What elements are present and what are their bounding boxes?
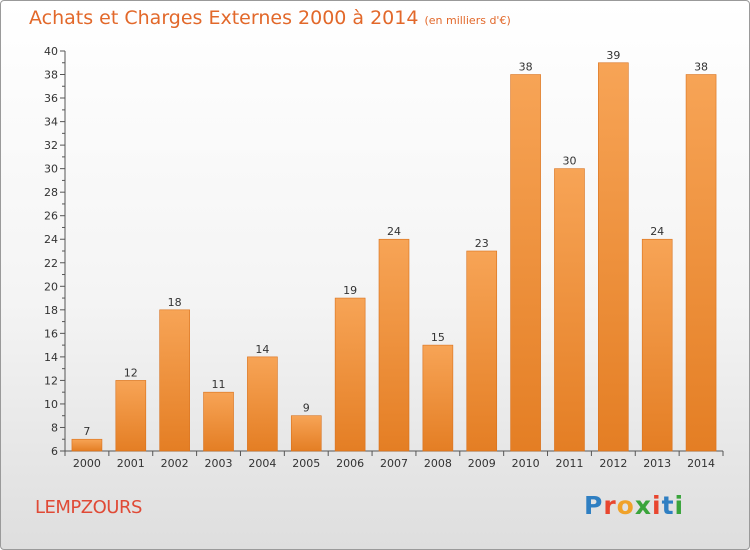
bar-value-label: 19 — [343, 284, 357, 297]
x-tick-label: 2008 — [424, 457, 452, 470]
y-tick-label: 20 — [44, 280, 58, 293]
x-tick-label: 2001 — [117, 457, 145, 470]
bar-value-label: 38 — [694, 61, 708, 74]
bar-value-label: 38 — [519, 61, 533, 74]
bar-value-label: 24 — [387, 225, 401, 238]
y-tick-label: 12 — [44, 374, 58, 387]
x-tick-label: 2002 — [161, 457, 189, 470]
bar-2010 — [510, 74, 541, 452]
logo-letter: i — [652, 491, 662, 520]
chart-title: Achats et Charges Externes 2000 à 2014 (e… — [29, 7, 511, 29]
bar-2014 — [685, 74, 717, 452]
bar-2004 — [247, 356, 278, 452]
y-tick-label: 14 — [44, 351, 58, 364]
x-tick-label: 2004 — [248, 457, 276, 470]
bar-2003 — [203, 391, 234, 452]
bar-value-label: 9 — [303, 402, 310, 415]
bar-2005 — [290, 415, 322, 452]
logo-letter: r — [603, 491, 617, 520]
commune-name: LEMPZOURS — [35, 497, 142, 518]
x-tick-label: 2009 — [468, 457, 496, 470]
logo-letter: x — [634, 491, 652, 520]
x-tick-label: 2011 — [555, 457, 583, 470]
bar-value-label: 7 — [83, 425, 90, 438]
x-tick-label: 2012 — [599, 457, 627, 470]
data-labels: 7 12 18 11 14 9 19 24 15 23 38 30 39 24 38 — [83, 49, 708, 438]
y-tick-label: 18 — [44, 304, 58, 317]
y-tick-label: 22 — [44, 257, 58, 270]
bar-value-label: 18 — [168, 296, 182, 309]
x-tick-label: 2000 — [73, 457, 101, 470]
chart-title-main: Achats et Charges Externes 2000 à 2014 — [29, 7, 419, 29]
bar-2013 — [641, 238, 673, 452]
x-tick-label: 2010 — [512, 457, 540, 470]
y-tick-label: 8 — [51, 421, 58, 434]
logo-letter: o — [616, 491, 635, 520]
logo-letter: t — [661, 491, 675, 520]
y-tick-label: 36 — [44, 92, 58, 105]
y-tick-label: 16 — [44, 327, 58, 340]
y-tick-label: 40 — [44, 45, 58, 58]
bar-2009 — [466, 250, 498, 452]
bar-2012 — [598, 62, 629, 452]
bar-2000 — [71, 438, 103, 452]
x-tick-label: 2003 — [205, 457, 233, 470]
bar-2006 — [334, 297, 366, 452]
x-tick-label: 2005 — [292, 457, 320, 470]
chart-title-unit: (en milliers d'€) — [424, 14, 511, 27]
x-tick-label: 2013 — [643, 457, 671, 470]
y-tick-label: 10 — [44, 398, 58, 411]
y-tick-label: 26 — [44, 210, 58, 223]
bar-value-label: 11 — [212, 378, 226, 391]
y-tick-label: 24 — [44, 233, 58, 246]
bar-2008 — [422, 344, 454, 452]
bar-2002 — [159, 309, 190, 452]
logo-letter: P — [584, 491, 604, 520]
bar-value-label: 23 — [475, 237, 489, 250]
bar-value-label: 12 — [124, 366, 138, 379]
bar-value-label: 24 — [650, 225, 664, 238]
bar-value-label: 30 — [562, 155, 576, 168]
bar-2007 — [378, 238, 410, 452]
x-tick-label: 2006 — [336, 457, 364, 470]
bar-value-label: 39 — [606, 49, 620, 62]
logo-letter: i — [674, 491, 685, 520]
bar-2011 — [554, 168, 585, 452]
y-tick-label: 28 — [44, 186, 58, 199]
y-tick-label: 34 — [44, 116, 58, 129]
bar-2001 — [115, 380, 147, 452]
x-tick-label: 2014 — [687, 457, 715, 470]
y-tick-label: 38 — [44, 69, 58, 82]
proxiti-logo[interactable]: Proxiti — [584, 491, 684, 520]
bar-value-label: 14 — [255, 343, 269, 356]
bars — [71, 62, 717, 452]
y-tick-label: 6 — [51, 445, 58, 458]
y-tick-label: 30 — [44, 163, 58, 176]
y-tick-label: 32 — [44, 139, 58, 152]
bar-value-label: 15 — [431, 331, 445, 344]
x-tick-label: 2007 — [380, 457, 408, 470]
